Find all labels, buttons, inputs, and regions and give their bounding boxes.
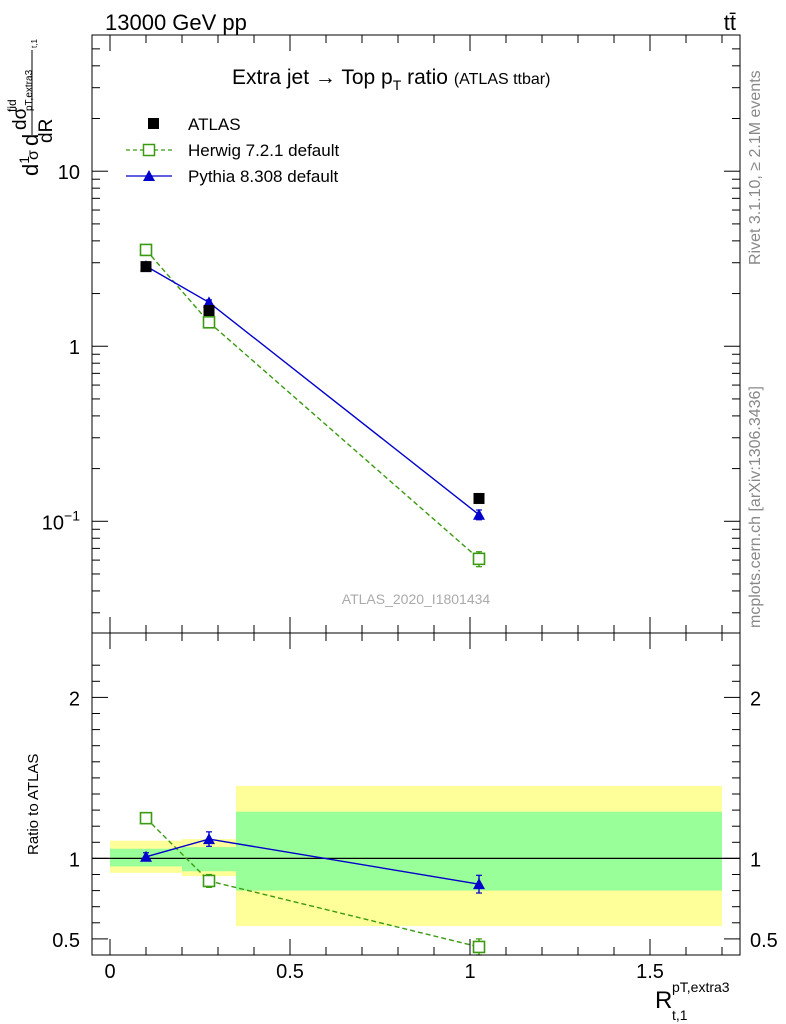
legend-entry-atlas: ATLAS: [148, 115, 241, 134]
x-tick-label: 1.5: [636, 961, 664, 983]
ratio-y-tick-label-right: 1: [750, 849, 761, 871]
legend-label-atlas: ATLAS: [188, 115, 241, 134]
x-axis-label: R pT,extra3 t,1: [655, 979, 730, 1023]
legend: ATLAS Herwig 7.2.1 default Pythia 8.308 …: [126, 115, 339, 186]
ratio-herwig-point: [202, 874, 216, 888]
ratio-y-axis-label: Ratio to ATLAS: [25, 754, 42, 855]
ratio-y-tick-label: 1: [69, 849, 80, 871]
legend-entry-pythia: Pythia 8.308 default: [126, 167, 339, 186]
atlas-point: [203, 305, 215, 317]
x-tick-label: 0: [104, 961, 115, 983]
main-y-tick-label: 10−1: [42, 507, 80, 534]
ratio-pythia-point: [203, 833, 215, 845]
x-tick-label: 1: [464, 961, 475, 983]
analysis-watermark: ATLAS_2020_I1801434: [342, 591, 491, 607]
ratio-panel: 0.5 0.5 1 1 2 2 0 0.5 1 1.5 Ratio to ATLAS R pT,…: [25, 632, 778, 1023]
atlas-point: [140, 261, 152, 273]
pythia-point: [473, 508, 485, 520]
legend-marker-herwig: [142, 143, 156, 157]
main-y-tick-label: 1: [69, 337, 80, 359]
atlas-point: [473, 492, 485, 504]
ratio-pythia-point: [140, 850, 152, 862]
svg-text:fid: fid: [5, 99, 19, 112]
svg-text:d: d: [18, 134, 43, 146]
legend-marker-atlas: [148, 118, 159, 129]
ratio-y-tick-label: 2: [69, 688, 80, 710]
x-tick-label: 0.5: [276, 961, 304, 983]
ratio-y-tick-label-right: 2: [750, 688, 761, 710]
herwig-point: [472, 552, 486, 566]
main-title: Extra jet → Top pT ratio (ATLAS ttbar): [232, 66, 550, 95]
svg-text:σ: σ: [25, 150, 42, 160]
ratio-y-tick-label-right: 0.5: [750, 930, 778, 952]
main-y-tick-label: 10: [58, 162, 80, 184]
pythia-line: [145, 265, 480, 516]
svg-text:pT,extra3: pT,extra3: [24, 69, 35, 111]
svg-text:R: R: [655, 987, 672, 1014]
svg-text:dσ: dσ: [10, 107, 31, 130]
svg-text:t,1: t,1: [672, 1007, 688, 1023]
ratio-herwig-point: [139, 811, 153, 825]
herwig-line: [145, 249, 480, 560]
process-label: tt̄: [724, 10, 736, 35]
energy-label: 13000 GeV pp: [105, 10, 247, 35]
herwig-point: [202, 316, 216, 329]
rivet-label: Rivet 3.1.10, ≥ 2.1M events: [747, 70, 764, 265]
ratio-herwig-point: [472, 940, 486, 954]
legend-label-pythia: Pythia 8.308 default: [188, 167, 339, 186]
uncertainty-band-green: [182, 847, 236, 872]
legend-marker-pythia: [143, 170, 155, 181]
herwig-point: [139, 243, 153, 257]
legend-label-herwig: Herwig 7.2.1 default: [188, 141, 339, 160]
main-y-axis-label: d1 σ d dσ fid pT,extra3 t,1 dR: [5, 39, 57, 176]
legend-entry-herwig: Herwig 7.2.1 default: [126, 141, 339, 160]
mcplots-label: mcplots.cern.ch [arXiv:1306.3436]: [747, 386, 764, 628]
ratio-y-tick-label: 0.5: [52, 930, 80, 952]
svg-text:pT,extra3: pT,extra3: [672, 979, 730, 995]
main-panel: 10 1 10−1 Extra jet → Top pT ratio (ATLAS …: [5, 34, 741, 634]
svg-text:dR: dR: [36, 119, 57, 143]
ratio-pythia-point: [473, 878, 485, 890]
svg-text:t,1: t,1: [30, 39, 39, 48]
pythia-point: [203, 296, 215, 308]
